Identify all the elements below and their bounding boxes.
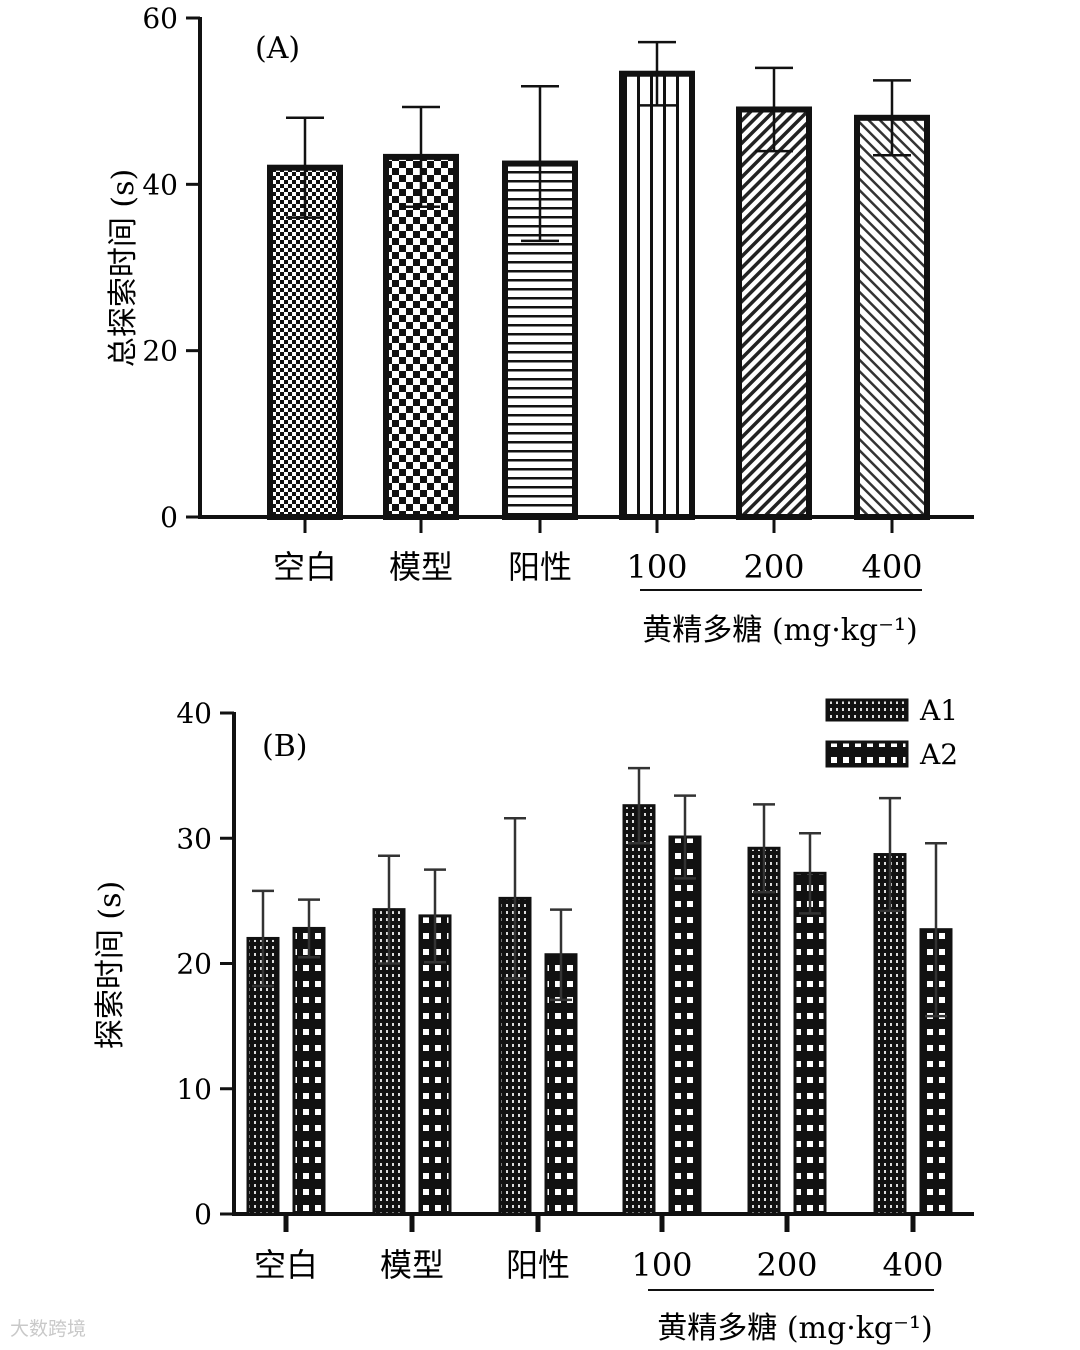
panel-a-y-tick-label: 60 bbox=[142, 2, 178, 35]
panel-b-bar-a2 bbox=[668, 835, 702, 1216]
panel-a-category-label: 阳性 bbox=[508, 548, 572, 586]
panel-a-label: (A) bbox=[255, 31, 300, 66]
panel-a-category-label: 200 bbox=[743, 548, 804, 586]
panel-a-y-tick-label: 40 bbox=[142, 168, 178, 201]
panel-a-category-label: 空白 bbox=[273, 548, 337, 586]
watermark: 大数跨境 bbox=[10, 1318, 87, 1340]
panel-a-bar bbox=[854, 114, 930, 521]
panel-b-category-label: 阳性 bbox=[506, 1246, 570, 1284]
panel-a-category-label: 模型 bbox=[389, 548, 453, 586]
panel-a-category-label: 100 bbox=[626, 548, 687, 586]
legend-swatch-a2 bbox=[825, 740, 909, 768]
panel-b-bar-a1 bbox=[622, 804, 656, 1216]
panel-b-category-label: 100 bbox=[631, 1246, 692, 1284]
panel-b-y-tick-label: 20 bbox=[176, 948, 212, 981]
panel-b-bar-a2 bbox=[793, 871, 827, 1216]
panel-a-bar bbox=[267, 164, 343, 520]
legend: A1 A2 bbox=[825, 694, 958, 771]
legend-label-a1: A1 bbox=[919, 694, 958, 727]
panel-a-bar bbox=[383, 153, 459, 520]
legend-label-a2: A2 bbox=[919, 738, 958, 771]
panel-a-y-tick-label: 20 bbox=[142, 335, 178, 368]
panel-b-y-label: 探索时间 (s) bbox=[93, 881, 128, 1049]
panel-a-category-label: 400 bbox=[861, 548, 922, 586]
panel-b-group-label: 黄精多糖 (mg·kg⁻¹) bbox=[657, 1311, 932, 1346]
panel-a-bar bbox=[619, 70, 695, 520]
panel-a-bar bbox=[736, 106, 812, 520]
panel-a-y-label: 总探索时间 (s) bbox=[106, 169, 141, 367]
panel-b-bar-a1 bbox=[873, 853, 907, 1216]
panel-b-y-tick-label: 10 bbox=[176, 1073, 212, 1106]
panel-a-group-label: 黄精多糖 (mg·kg⁻¹) bbox=[642, 613, 917, 648]
panel-b-y-tick-label: 30 bbox=[176, 822, 212, 855]
panel-b: (B) 探索时间 (s) 0 10 20 30 40 空白 模型 阳性 100 200 400 黄… bbox=[93, 694, 974, 1346]
panel-b-category-label: 200 bbox=[756, 1246, 817, 1284]
panel-b-category-label: 模型 bbox=[380, 1246, 444, 1284]
panel-b-category-label: 空白 bbox=[254, 1246, 318, 1284]
panel-b-bar-a2 bbox=[418, 914, 452, 1216]
panel-b-bar-a2 bbox=[292, 926, 326, 1216]
panel-a-y-tick-label: 0 bbox=[160, 501, 178, 534]
panel-b-y-tick-label: 0 bbox=[194, 1198, 212, 1231]
panel-b-y-tick-label: 40 bbox=[176, 697, 212, 730]
legend-swatch-a1 bbox=[825, 698, 909, 722]
panel-b-category-label: 400 bbox=[882, 1246, 943, 1284]
panel-b-bar-a1 bbox=[747, 846, 781, 1216]
panel-a: (A) 总探索时间 (s) 0 20 40 60 空白 模型 阳性 100 200 400 黄精… bbox=[106, 2, 974, 648]
panel-b-label: (B) bbox=[262, 729, 307, 764]
